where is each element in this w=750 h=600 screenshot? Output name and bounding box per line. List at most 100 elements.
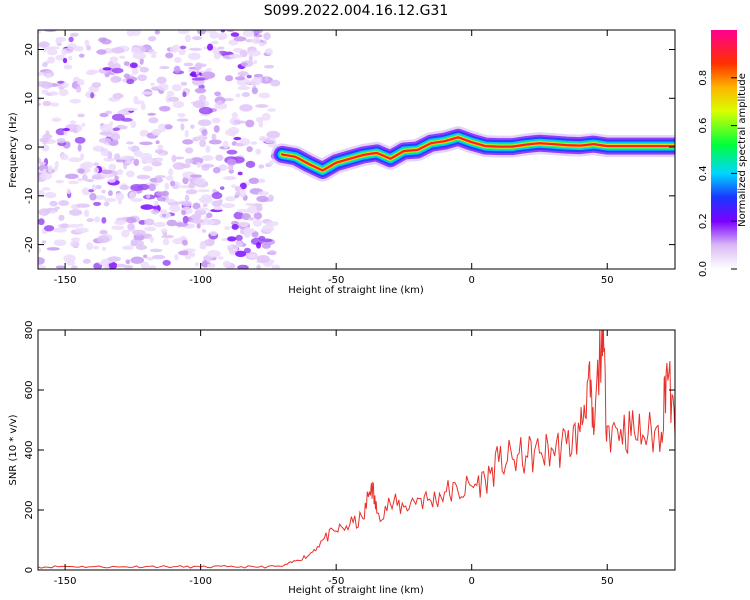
noise-blob <box>46 247 60 251</box>
snr-y-tick-label: 800 <box>24 320 35 339</box>
noise-blob <box>142 254 148 259</box>
noise-blob <box>49 200 58 207</box>
noise-blob <box>164 182 170 190</box>
noise-blob <box>182 176 189 185</box>
snr-y-label: SNR (10 * v/v) <box>8 414 19 485</box>
snr-y-tick-label: 200 <box>24 500 35 519</box>
noise-blob <box>261 112 271 121</box>
noise-blob <box>253 59 258 65</box>
noise-blob <box>142 165 153 172</box>
noise-blob <box>125 217 137 224</box>
noise-blob <box>39 161 46 166</box>
noise-blob <box>237 71 249 77</box>
noise-blob <box>235 191 241 197</box>
noise-blob <box>55 265 66 269</box>
noise-blob <box>182 215 189 224</box>
noise-blob <box>243 247 252 254</box>
noise-blob <box>55 38 62 44</box>
noise-blob <box>107 256 121 262</box>
noise-blob <box>192 202 201 210</box>
noise-blob <box>171 154 177 163</box>
noise-blob <box>182 163 191 169</box>
noise-blob <box>125 170 135 178</box>
noise-blob <box>102 67 112 71</box>
noise-blob <box>111 225 125 230</box>
noise-blob <box>140 103 146 111</box>
noise-blob <box>76 125 83 132</box>
colorbar-tick-label: 0.0 <box>698 261 709 277</box>
spectrogram-x-tick-label: -50 <box>328 275 344 286</box>
noise-blob <box>79 163 87 169</box>
noise-blob <box>234 186 242 192</box>
noise-blob <box>190 174 203 178</box>
noise-blob <box>77 177 83 182</box>
noise-blob <box>139 141 153 146</box>
noise-blob <box>99 169 113 175</box>
noise-blob <box>121 229 130 238</box>
noise-blob <box>224 75 234 82</box>
noise-blob <box>252 219 263 227</box>
spectrogram-y-tick-label: 10 <box>24 92 35 105</box>
noise-blob <box>148 265 157 269</box>
noise-blob <box>84 39 90 48</box>
noise-blob <box>209 230 218 236</box>
noise-blob <box>69 98 81 104</box>
noise-blob <box>82 258 91 264</box>
noise-blob <box>180 123 185 131</box>
spectrogram-x-ticks: -150 -100 -50 0 50 <box>54 30 614 286</box>
noise-blob <box>133 158 140 167</box>
noise-blob <box>58 200 70 207</box>
noise-blob <box>199 241 207 250</box>
noise-blob <box>98 261 110 266</box>
noise-blob <box>146 256 155 261</box>
noise-blob <box>191 77 206 81</box>
noise-blob <box>68 36 74 43</box>
spectrogram-frame <box>37 29 676 270</box>
noise-blob <box>127 146 133 150</box>
noise-blob <box>49 91 59 96</box>
noise-blob <box>123 61 130 67</box>
noise-blob <box>166 219 178 227</box>
noise-blob <box>112 92 124 99</box>
noise-blob <box>194 262 199 267</box>
noise-blob <box>47 165 53 174</box>
noise-blob <box>157 144 164 150</box>
noise-blob <box>239 221 249 228</box>
noise-blob <box>194 62 203 71</box>
colorbar-tick-label: 0.8 <box>698 70 709 86</box>
noise-blob <box>69 32 79 37</box>
noise-blob <box>112 127 121 132</box>
noise-blob <box>131 68 139 75</box>
noise-blob <box>230 32 240 37</box>
noise-blob <box>268 160 274 166</box>
noise-blob <box>164 124 173 130</box>
noise-blob <box>107 261 118 269</box>
snr-x-tick-label: -100 <box>189 576 212 587</box>
noise-blob <box>140 261 150 269</box>
noise-blob <box>99 131 113 136</box>
noise-blob <box>92 245 100 250</box>
noise-blob <box>131 46 141 54</box>
noise-blob <box>111 67 124 74</box>
noise-blob <box>246 205 260 214</box>
noise-blob <box>149 236 154 243</box>
noise-blob <box>246 146 253 153</box>
noise-blob <box>168 168 174 176</box>
noise-blob <box>174 156 185 160</box>
noise-blob <box>208 139 222 145</box>
noise-blob <box>184 34 191 43</box>
noise-blob <box>113 153 121 161</box>
noise-blob <box>245 119 255 128</box>
noise-blob <box>184 147 194 154</box>
noise-blob <box>95 184 102 190</box>
noise-blob <box>192 36 203 41</box>
noise-blob <box>173 65 181 74</box>
noise-blob <box>67 224 81 228</box>
noise-blob <box>110 76 121 84</box>
noise-blob <box>51 117 62 123</box>
noise-blob <box>217 46 225 50</box>
noise-blob <box>126 78 135 85</box>
noise-blob <box>214 91 221 97</box>
noise-blob <box>75 85 82 93</box>
noise-blob <box>239 182 247 190</box>
